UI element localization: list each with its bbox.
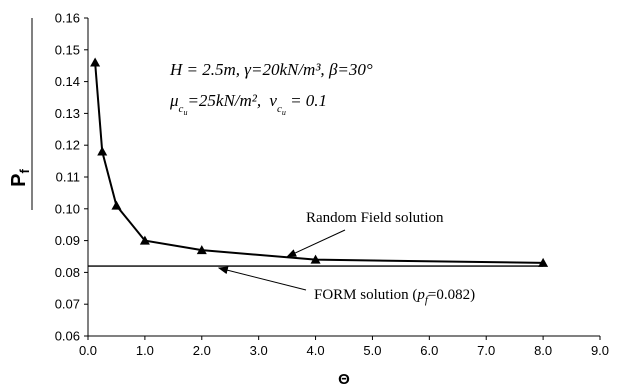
data-point-marker bbox=[196, 245, 207, 255]
x-tick-label: 5.0 bbox=[363, 343, 381, 358]
y-tick-label: 0.07 bbox=[55, 297, 80, 312]
y-tick-label: 0.12 bbox=[55, 138, 80, 153]
arrow-form bbox=[217, 266, 307, 291]
annotation-random-field: Random Field solution bbox=[306, 210, 444, 226]
y-tick-label: 0.10 bbox=[55, 201, 80, 216]
x-tick-label: 8.0 bbox=[534, 343, 552, 358]
parameters-line-2: μcu=25kN/m², vcu = 0.1 bbox=[169, 91, 327, 117]
y-tick-label: 0.08 bbox=[55, 265, 80, 280]
y-tick-label: 0.13 bbox=[55, 106, 80, 121]
x-axis-label: Θ bbox=[338, 371, 350, 388]
data-point-marker bbox=[97, 146, 108, 156]
svg-text:Pf: Pf bbox=[8, 169, 32, 187]
arrow-random-field bbox=[286, 229, 346, 258]
x-tick-label: 4.0 bbox=[307, 343, 325, 358]
annotation-form: FORM solution (pf=0.082) bbox=[314, 287, 475, 306]
x-tick-label: 3.0 bbox=[250, 343, 268, 358]
data-point-marker bbox=[538, 257, 549, 267]
x-ticks: 0.0 1.0 2.0 3.0 4.0 5.0 6.0 7.0 8.0 9.0 bbox=[79, 336, 609, 358]
x-tick-label: 9.0 bbox=[591, 343, 609, 358]
data-point-marker bbox=[90, 57, 101, 67]
y-tick-label: 0.16 bbox=[55, 11, 80, 26]
y-axis-label-sub: f bbox=[17, 169, 32, 174]
y-tick-label: 0.06 bbox=[55, 329, 80, 344]
x-tick-label: 6.0 bbox=[420, 343, 438, 358]
x-tick-label: 0.0 bbox=[79, 343, 97, 358]
data-point-marker bbox=[310, 254, 321, 264]
x-tick-label: 1.0 bbox=[136, 343, 154, 358]
x-tick-label: 2.0 bbox=[193, 343, 211, 358]
data-point-marker bbox=[111, 200, 122, 210]
parameters-line-1: H = 2.5m, γ=20kN/m³, β=30° bbox=[169, 60, 373, 79]
data-point-marker bbox=[139, 235, 150, 245]
series-layer bbox=[88, 57, 549, 267]
y-tick-label: 0.11 bbox=[56, 170, 80, 185]
y-ticks: 0.06 0.07 0.08 0.09 0.10 0.11 0.12 0.13 0.14 0.15… bbox=[55, 11, 88, 344]
y-axis-label: Pf bbox=[8, 169, 32, 187]
y-tick-label: 0.15 bbox=[55, 42, 80, 57]
y-tick-label: 0.09 bbox=[55, 233, 80, 248]
y-tick-label: 0.14 bbox=[55, 74, 80, 89]
y-axis-label-main: P bbox=[8, 174, 30, 187]
x-tick-label: 7.0 bbox=[477, 343, 495, 358]
